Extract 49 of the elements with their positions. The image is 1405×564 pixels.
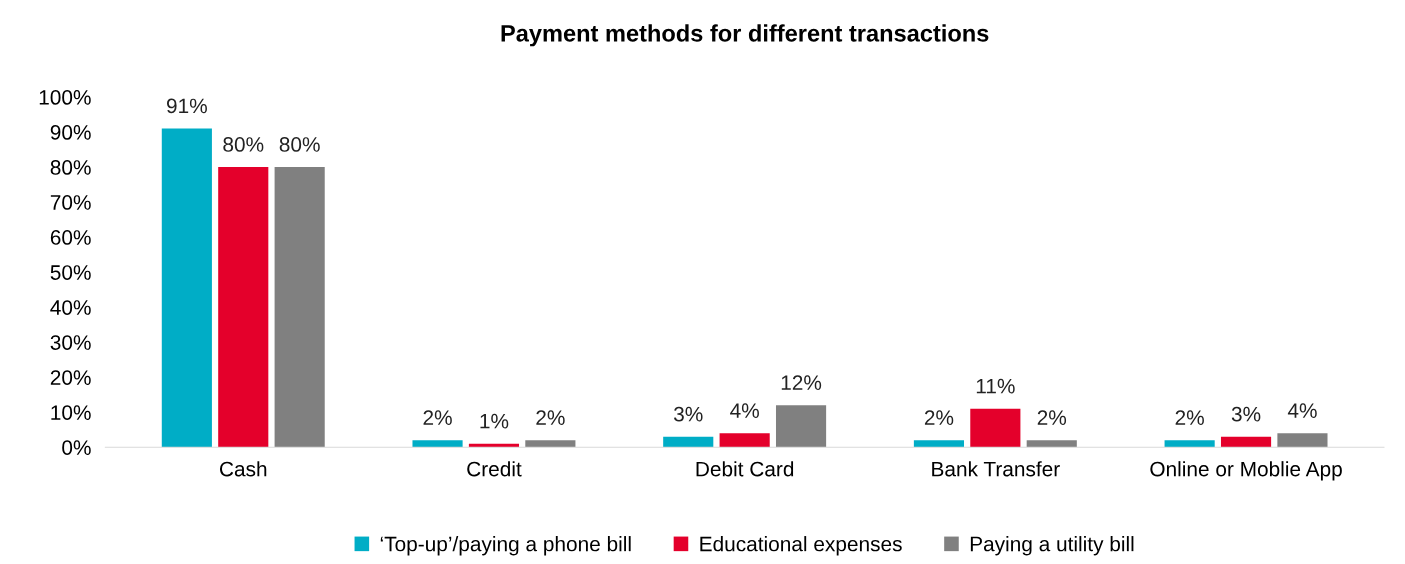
bar (274, 167, 325, 448)
data-label: 2% (1175, 410, 1204, 425)
data-label: 3% (1231, 406, 1261, 422)
x-tick-label: Debit Card (696, 461, 794, 477)
y-tick-label: 70% (50, 195, 91, 210)
data-label: 12% (781, 375, 822, 390)
data-label: 1% (480, 413, 509, 429)
bar (719, 433, 770, 448)
y-tick-label: 100% (39, 90, 91, 105)
y-tick-label: 30% (50, 335, 91, 350)
legend-label: Paying a utility bill (970, 536, 1134, 556)
y-tick-label: 20% (50, 370, 91, 385)
x-tick-label: Bank Transfer (932, 461, 1060, 477)
data-label: 2% (536, 410, 565, 425)
legend-label: Educational expenses (700, 536, 902, 556)
x-tick-label: Online or Moblie App (1150, 461, 1342, 481)
bar (412, 440, 463, 448)
y-tick-label: 10% (51, 405, 91, 420)
bar (775, 405, 827, 448)
bar (1164, 440, 1215, 448)
bar (1220, 436, 1272, 448)
x-tick-label: Credit (467, 461, 522, 477)
chart-title: Payment methods for different transactions (501, 24, 989, 47)
data-label: 3% (673, 406, 703, 422)
data-label: 11% (976, 378, 1015, 394)
bar (1026, 440, 1077, 448)
data-label: 80% (223, 137, 264, 152)
bar (218, 167, 269, 448)
data-label: 80% (279, 137, 320, 152)
bar (970, 408, 1021, 448)
y-tick-label: 0% (62, 440, 91, 456)
y-tick-label: 80% (50, 160, 91, 175)
x-tick-label: Cash (220, 461, 267, 477)
data-label: 2% (924, 410, 954, 425)
bar (1277, 433, 1328, 448)
data-label: 2% (423, 410, 452, 425)
bar (663, 436, 714, 448)
bar (161, 128, 212, 448)
y-tick-label: 40% (50, 300, 91, 315)
data-label: 4% (730, 403, 759, 418)
legend-label: ‘Top-up’/paying a phone bill (380, 536, 631, 556)
bar (525, 440, 576, 448)
data-label: 4% (1287, 403, 1317, 418)
y-tick-label: 60% (50, 230, 91, 245)
bar (913, 440, 965, 448)
y-tick-label: 90% (50, 125, 91, 140)
y-tick-label: 50% (50, 265, 91, 280)
data-label: 91% (166, 98, 207, 114)
data-label: 2% (1037, 410, 1067, 425)
